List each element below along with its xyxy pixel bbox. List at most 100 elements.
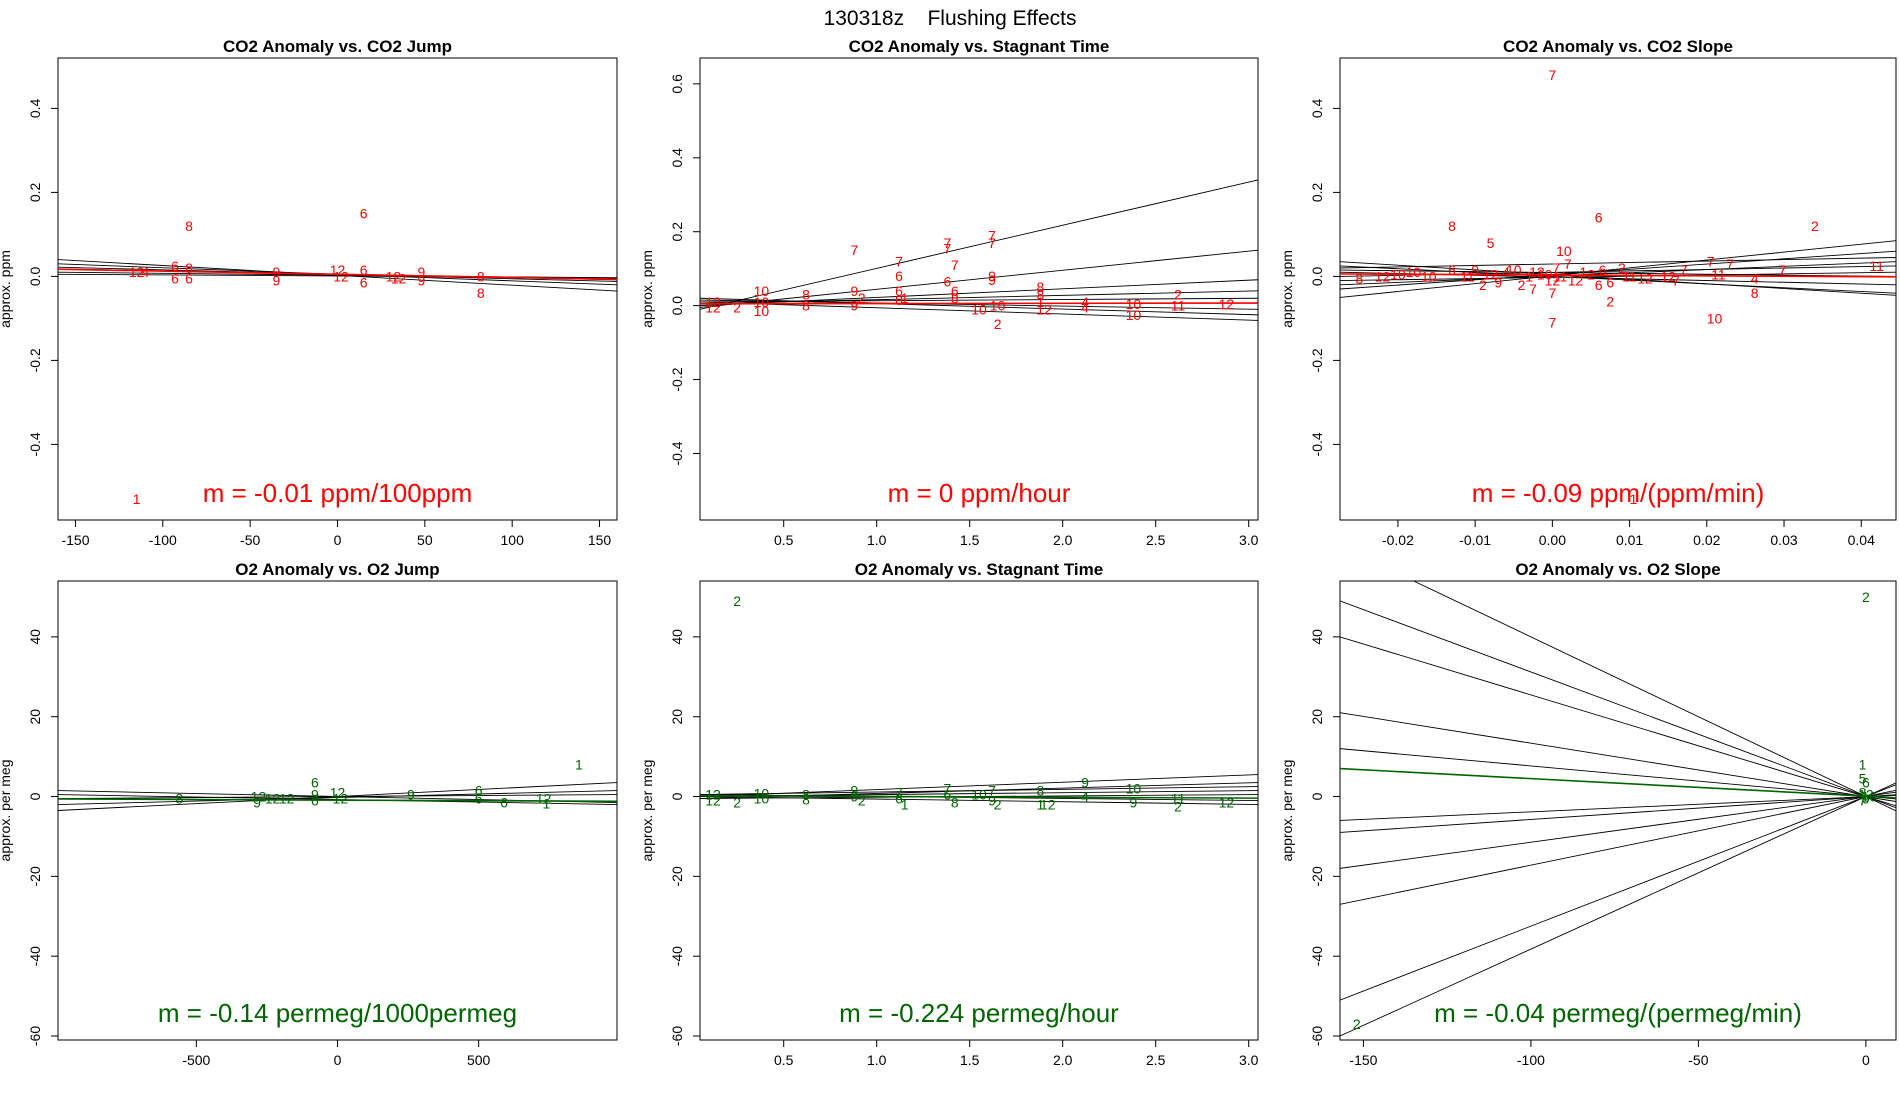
data-point: 9 xyxy=(407,787,415,803)
y-tick-label: 0 xyxy=(669,792,685,800)
data-point: 6 xyxy=(475,791,483,807)
data-point: 9 xyxy=(1862,791,1870,807)
x-tick-label: 0.5 xyxy=(774,1052,794,1068)
data-point: 7 xyxy=(943,235,951,251)
data-point: 10 xyxy=(990,298,1006,314)
data-point: 10 xyxy=(1707,310,1723,326)
x-tick-label: -0.02 xyxy=(1382,532,1414,548)
data-point: 12 xyxy=(386,268,402,284)
x-tick-label: -100 xyxy=(1517,1052,1545,1068)
data-point: 12 xyxy=(705,294,721,310)
data-point: 7 xyxy=(1548,285,1556,301)
data-point: 7 xyxy=(1529,281,1537,297)
plot-frame xyxy=(57,57,618,521)
y-tick-label: -0.2 xyxy=(27,348,43,372)
y-axis-label: approx. ppm xyxy=(1279,250,1295,328)
panel-title: O2 Anomaly vs. Stagnant Time xyxy=(855,560,1103,579)
data-point: 2 xyxy=(1479,277,1487,293)
data-point: 1 xyxy=(901,290,909,306)
data-point: 8 xyxy=(1355,271,1363,287)
data-point: 7 xyxy=(1680,262,1688,278)
overall-fit-line xyxy=(58,268,617,281)
data-point: 7 xyxy=(988,227,996,243)
data-point: 12 xyxy=(705,787,721,803)
plot-frame xyxy=(1339,580,1897,1041)
data-point: 9 xyxy=(417,273,425,289)
data-point: 10 xyxy=(1126,307,1142,323)
data-point: 7 xyxy=(988,783,996,799)
data-point: 10 xyxy=(1126,296,1142,312)
data-point: 12 xyxy=(705,793,721,809)
fit-line xyxy=(1340,794,1896,821)
x-tick-label: 2.0 xyxy=(1053,532,1073,548)
fit-line xyxy=(700,179,1258,310)
data-point: 8 xyxy=(951,795,959,811)
fit-line xyxy=(58,790,617,805)
y-tick-label: -40 xyxy=(27,946,43,966)
fit-line xyxy=(700,299,1258,310)
overall-fit-line xyxy=(700,302,1258,305)
plot-frame xyxy=(699,580,1259,1041)
x-tick-label: 100 xyxy=(501,532,525,548)
data-point: 12 xyxy=(1637,271,1653,287)
x-tick-label: 500 xyxy=(467,1052,491,1068)
slope-annotation: m = -0.224 permeg/hour xyxy=(839,998,1119,1028)
data-point: 10 xyxy=(754,791,770,807)
data-point: 6 xyxy=(895,283,903,299)
data-point: 5 xyxy=(1487,235,1495,251)
data-point: 7 xyxy=(988,235,996,251)
data-point: 12 xyxy=(330,785,346,801)
data-point: 1 xyxy=(1579,264,1587,280)
y-tick-label: 40 xyxy=(1309,629,1325,645)
data-point: 8 xyxy=(176,791,184,807)
data-point: 10 xyxy=(754,785,770,801)
x-tick-label: -50 xyxy=(1688,1052,1708,1068)
data-point: 8 xyxy=(477,268,485,284)
data-point: 7 xyxy=(1707,254,1715,270)
y-tick-label: 0.0 xyxy=(27,266,43,286)
data-point: 7 xyxy=(943,240,951,256)
panel-title: O2 Anomaly vs. O2 Jump xyxy=(235,560,439,579)
fit-line xyxy=(700,249,1258,308)
fit-line xyxy=(700,301,1258,321)
data-point: 6 xyxy=(360,275,368,291)
data-point: 2 xyxy=(1353,1016,1361,1032)
x-tick-label: 1.5 xyxy=(960,1052,980,1068)
x-tick-label: 2.5 xyxy=(1146,1052,1166,1068)
data-point: 6 xyxy=(360,262,368,278)
data-point: 7 xyxy=(951,257,959,273)
data-point: 9 xyxy=(850,283,858,299)
data-point: 11 xyxy=(1171,298,1186,314)
data-point: 12 xyxy=(536,791,552,807)
fit-line xyxy=(1340,257,1896,269)
data-point: 9 xyxy=(1129,795,1137,811)
y-tick-label: 0.4 xyxy=(1309,98,1325,118)
y-tick-label: -0.2 xyxy=(1309,348,1325,372)
data-point: 1 xyxy=(133,491,141,507)
data-point: 2 xyxy=(1518,277,1526,293)
data-point: 9 xyxy=(311,787,319,803)
x-tick-label: -100 xyxy=(149,532,177,548)
data-point: 8 xyxy=(802,298,810,314)
data-point: 8 xyxy=(895,292,903,308)
data-point: 6 xyxy=(500,795,508,811)
data-point: 8 xyxy=(802,287,810,303)
data-point: 12 xyxy=(1036,301,1052,317)
y-tick-label: -20 xyxy=(1309,866,1325,886)
x-tick-label: 50 xyxy=(417,532,433,548)
x-tick-label: 0.01 xyxy=(1616,532,1643,548)
data-point: 12 xyxy=(1529,264,1545,280)
data-point: 10 xyxy=(1861,789,1877,805)
fit-lines xyxy=(700,774,1258,805)
y-tick-label: -60 xyxy=(27,1026,43,1046)
data-point: 9 xyxy=(988,272,996,288)
data-point: 5 xyxy=(1859,771,1867,787)
x-tick-label: -0.01 xyxy=(1459,532,1491,548)
data-point: 9 xyxy=(272,273,280,289)
data-point: 9 xyxy=(850,783,858,799)
data-point: 8 xyxy=(1036,279,1044,295)
y-tick-label: -20 xyxy=(669,866,685,886)
data-point: 6 xyxy=(360,205,368,221)
data-point: 12 xyxy=(330,262,346,278)
slope-annotation: m = -0.04 permeg/(permeg/min) xyxy=(1434,998,1802,1028)
